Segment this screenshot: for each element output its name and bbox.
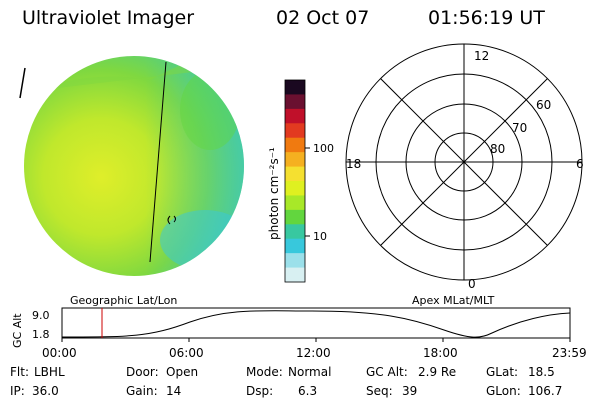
geographic-label: Geographic Lat/Lon [70, 294, 177, 307]
time-tick-0600: 06:00 [169, 346, 204, 360]
observation-time: 01:56:19 UT [428, 7, 545, 29]
mlt-label-6: 6 [576, 157, 584, 171]
colorbar-cell [285, 166, 305, 182]
colorbar-cell [285, 195, 305, 211]
altitude-curve [61, 310, 571, 338]
time-tick-2359: 23:59 [552, 346, 587, 360]
apex-polar-grid [345, 43, 583, 281]
info-mode-value: Normal [288, 365, 331, 379]
colorbar-label: photon cm⁻²s⁻¹ [267, 147, 281, 240]
info-seq-label: Seq: [366, 384, 393, 398]
mlt-label-0: 0 [468, 277, 476, 291]
terminator-line [149, 61, 167, 263]
observation-date: 02 Oct 07 [276, 7, 369, 29]
altitude-axis-label: GC Alt [11, 313, 24, 348]
colorbar-tick-100: 100 [313, 142, 334, 155]
colorbar-cell [285, 94, 305, 110]
info-dsp-label: Dsp: [246, 384, 273, 398]
altitude-tick-min: 1.8 [32, 328, 50, 341]
apex-label: Apex MLat/MLT [412, 294, 495, 307]
info-door-label: Door: [126, 365, 159, 379]
colorbar-cell [285, 108, 305, 124]
info-gcalt-value: 2.9 Re [418, 365, 456, 379]
mlat-label-80: 80 [490, 142, 505, 156]
info-gain-value: 14 [166, 384, 181, 398]
colorbar-cell [285, 137, 305, 153]
info-glon-value: 106.7 [528, 384, 562, 398]
colorbar-cell [285, 238, 305, 254]
info-dsp-value: 6.3 [298, 384, 317, 398]
info-seq-value: 39 [402, 384, 417, 398]
uv-earth-image [19, 56, 244, 276]
colorbar-cell [285, 123, 305, 139]
info-flt-label: Flt: [10, 365, 29, 379]
info-glat-value: 18.5 [528, 365, 555, 379]
altitude-tick-max: 9.0 [32, 309, 50, 322]
mlt-label-18: 18 [346, 157, 361, 171]
altitude-strip: GC Alt 9.0 1.8 00:00 06:00 12:00 18:00 2… [11, 307, 587, 360]
colorbar-cell [285, 181, 305, 196]
colorbar-tick-10: 10 [313, 230, 327, 243]
colorbar-cell [285, 80, 305, 95]
marker-tick [19, 67, 26, 99]
info-gain-label: Gain: [126, 384, 158, 398]
colorbar-cell [285, 224, 305, 240]
info-glon-label: GLon: [486, 384, 521, 398]
colorbar-cell [285, 267, 305, 283]
mlat-label-60: 60 [536, 98, 551, 112]
info-ip-value: 36.0 [32, 384, 59, 398]
info-flt-value: LBHL [34, 365, 65, 379]
colorbar-cell [285, 152, 305, 168]
time-tick-1200: 12:00 [296, 346, 331, 360]
info-glat-label: GLat: [486, 365, 518, 379]
colorbar-cell [285, 209, 305, 225]
colorbar-cell [285, 253, 305, 269]
info-mode-label: Mode: [246, 365, 283, 379]
intensity-colorbar: 100 10 photon cm⁻²s⁻¹ [267, 79, 334, 283]
time-tick-1800: 18:00 [423, 346, 458, 360]
info-ip-label: IP: [10, 384, 25, 398]
mlat-label-70: 70 [512, 121, 527, 135]
mlt-label-12: 12 [474, 49, 489, 63]
time-tick-0000: 00:00 [42, 346, 77, 360]
info-gcalt-label: GC Alt: [366, 365, 408, 379]
instrument-title: Ultraviolet Imager [22, 7, 194, 29]
info-door-value: Open [166, 365, 198, 379]
status-info: Flt: LBHL Door: Open Mode: Normal GC Alt… [10, 365, 562, 398]
